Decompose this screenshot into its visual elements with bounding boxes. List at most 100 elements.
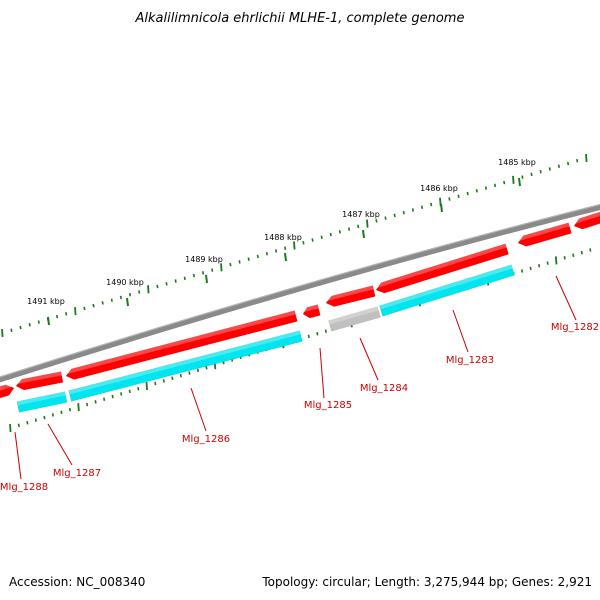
gene-arrow-1283-fwd: [374, 243, 509, 294]
outer-minor-tick: [284, 246, 287, 250]
outer-minor-tick: [338, 230, 342, 234]
outer-minor-tick: [247, 257, 250, 261]
outer-minor-tick: [411, 208, 415, 212]
backbone-track: [0, 203, 600, 383]
outer-minor-tick: [10, 328, 13, 333]
outer-major-tick: [74, 307, 77, 316]
gene-label-mlg_1284: Mlg_1284: [360, 383, 408, 394]
major-tick: [440, 203, 443, 213]
gene-label-mlg_1288: Mlg_1288: [0, 482, 48, 493]
outer-minor-tick: [119, 295, 123, 300]
gene-label-mlg_1283: Mlg_1283: [446, 355, 494, 366]
inner-minor-tick: [324, 329, 327, 333]
inner-minor-tick: [154, 381, 157, 386]
gene-labels: Mlg_1282 Mlg_1283 Mlg_1284 Mlg_1285 Mlg_1286…: [0, 275, 599, 493]
major-tick: [47, 316, 50, 326]
gene-arrow-1285: [301, 304, 321, 319]
outer-minor-tick: [55, 314, 59, 319]
scale-label-1485: 1485 kbp: [498, 158, 536, 167]
inner-minor-tick: [68, 407, 72, 412]
outer-minor-tick: [530, 172, 533, 177]
gene-track: [0, 208, 600, 413]
outer-minor-tick: [274, 249, 278, 253]
outer-major-tick: [147, 285, 150, 294]
inner-minor-tick: [589, 248, 592, 252]
inner-minor-tick: [546, 261, 549, 265]
outer-minor-tick: [65, 312, 68, 316]
outer-minor-tick: [557, 164, 561, 168]
gene-label-mlg_1285: Mlg_1285: [304, 400, 352, 411]
gene-bar-1286: [68, 330, 303, 402]
outer-minor-tick: [448, 197, 451, 201]
major-tick: [126, 297, 129, 307]
outer-major-tick: [1, 328, 4, 338]
outer-minor-tick: [402, 210, 405, 215]
gene-label-mlg_1286: Mlg_1286: [182, 434, 230, 445]
outer-minor-tick: [101, 301, 104, 305]
outer-minor-tick: [92, 303, 95, 308]
inner-minor-tick: [563, 256, 566, 260]
outer-minor-tick: [311, 238, 314, 242]
outer-minor-tick: [493, 183, 497, 188]
inner-minor-tick: [137, 386, 140, 391]
inner-minor-tick: [529, 266, 532, 271]
scale-label-1491: 1491 kbp: [27, 297, 65, 306]
scale-label-1490: 1490 kbp: [106, 278, 144, 287]
inner-minor-tick: [188, 371, 191, 375]
leader-line-mlg_1283: [452, 309, 469, 353]
inner-major-tick: [145, 382, 148, 391]
outer-minor-tick: [28, 323, 31, 327]
inner-minor-tick: [205, 366, 208, 370]
major-tick: [284, 252, 287, 262]
outer-minor-tick: [457, 194, 460, 199]
gene-label-mlg_1282: Mlg_1282: [551, 322, 599, 333]
inner-minor-tick: [307, 334, 310, 339]
gene-label-mlg_1287: Mlg_1287: [53, 468, 101, 479]
gene-arrow-1282: [516, 222, 572, 247]
topology-text: Topology: circular; Length: 3,275,944 bp…: [261, 575, 592, 589]
outer-minor-tick: [503, 180, 506, 185]
major-tick: [518, 177, 521, 187]
outer-minor-tick: [484, 186, 488, 190]
inner-major-tick: [554, 256, 558, 265]
inner-minor-tick: [520, 269, 524, 273]
outer-minor-tick: [475, 189, 478, 193]
inner-minor-tick: [94, 400, 97, 404]
outer-major-tick: [366, 219, 369, 228]
outer-minor-tick: [539, 169, 542, 174]
outer-minor-tick: [192, 273, 196, 278]
outer-minor-tick: [265, 251, 269, 256]
outer-minor-tick: [347, 227, 351, 231]
outer-major-tick: [220, 263, 223, 272]
gene-bar-1287: [16, 391, 68, 413]
inner-minor-tick: [17, 423, 20, 428]
outer-minor-tick: [211, 268, 214, 272]
inner-major-tick: [77, 402, 80, 412]
outer-minor-tick: [320, 235, 323, 240]
outer-minor-tick: [138, 290, 141, 294]
inner-minor-tick: [120, 392, 123, 396]
outer-minor-tick: [229, 262, 232, 267]
inner-minor-tick: [60, 410, 63, 415]
outer-minor-tick: [357, 224, 360, 229]
outer-minor-tick: [183, 276, 186, 281]
outer-minor-tick: [375, 219, 378, 223]
inner-minor-tick: [111, 394, 114, 399]
backbone-arc: [0, 204, 600, 383]
scale-label-1486: 1486 kbp: [420, 184, 458, 193]
inner-minor-tick: [196, 368, 200, 373]
outer-minor-tick: [256, 254, 259, 259]
inner-minor-tick: [538, 263, 541, 268]
outer-minor-tick: [329, 232, 332, 237]
outer-minor-tick: [165, 282, 168, 286]
gene-arrow-1286-fwd: [64, 310, 298, 380]
backbone-highlight: [0, 203, 600, 378]
outer-minor-tick: [128, 292, 132, 297]
inner-minor-tick: [43, 415, 46, 420]
outer-minor-tick: [37, 320, 40, 324]
outer-minor-tick: [420, 205, 424, 209]
inner-major-tick: [9, 423, 12, 433]
outer-minor-tick: [156, 284, 159, 289]
outer-major-tick: [585, 153, 588, 163]
